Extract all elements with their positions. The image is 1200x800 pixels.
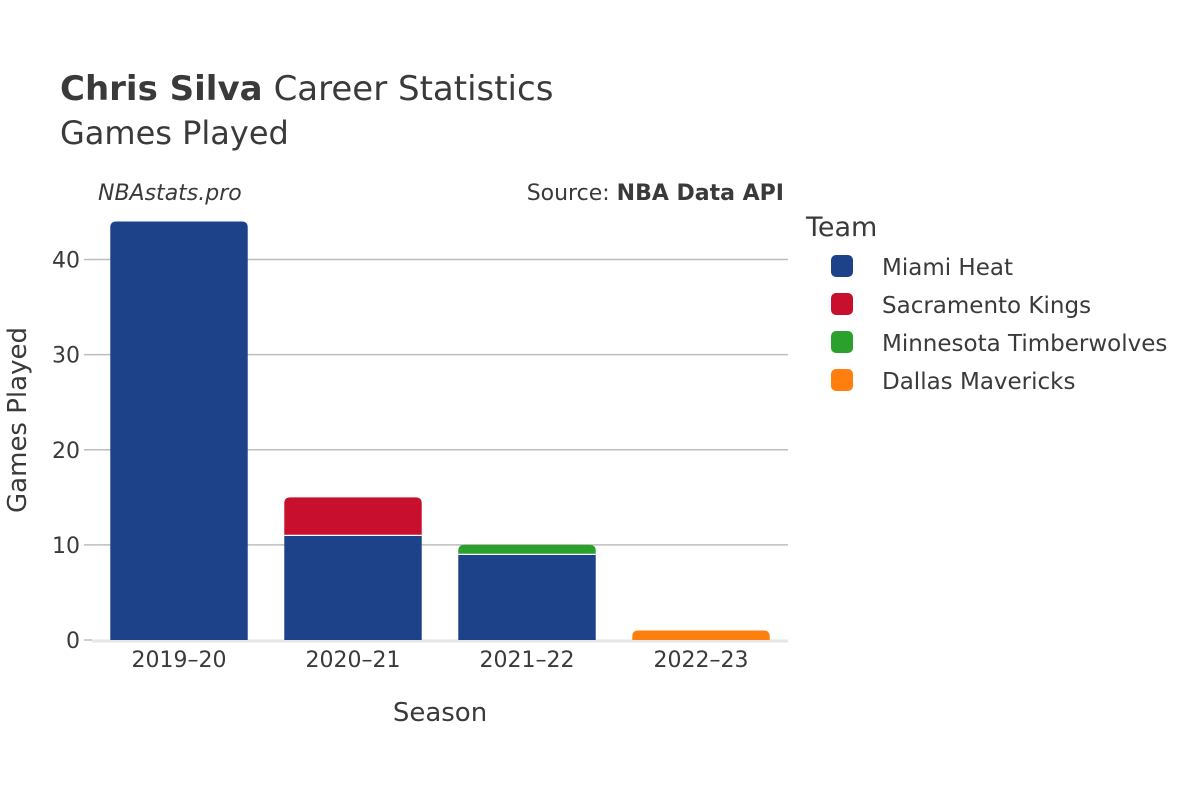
legend: Miami Heat Sacramento Kings Minnesota Timb… bbox=[831, 255, 1167, 395]
title-rest: Career Statistics bbox=[274, 69, 554, 109]
legend-swatch bbox=[831, 331, 853, 353]
bars bbox=[110, 221, 770, 640]
bar-miami-heat bbox=[458, 554, 596, 640]
legend-label: Miami Heat bbox=[882, 255, 1013, 281]
source-prefix: Source: bbox=[527, 181, 617, 206]
bar-sacramento-kings bbox=[284, 497, 422, 536]
bar-minnesota-timberwolves bbox=[458, 544, 596, 555]
y-tick-label: 10 bbox=[52, 534, 80, 559]
y-axis: 0 10 20 30 40 bbox=[52, 249, 92, 654]
x-axis: 2019–20 2020–21 2021–22 2022–23 bbox=[132, 648, 749, 673]
bar-miami-heat bbox=[110, 221, 248, 640]
legend-swatch bbox=[831, 293, 853, 315]
legend-swatch bbox=[831, 369, 853, 391]
x-tick-label: 2020–21 bbox=[306, 648, 401, 673]
source-label: Source: NBA Data API bbox=[527, 181, 784, 206]
legend-label: Minnesota Timberwolves bbox=[882, 331, 1167, 357]
x-tick-label: 2022–23 bbox=[654, 648, 749, 673]
watermark: NBAstats.pro bbox=[98, 181, 242, 206]
bar-dallas-mavericks bbox=[632, 630, 770, 640]
y-tick-label: 0 bbox=[66, 629, 80, 654]
chart-title: Chris Silva Career Statistics bbox=[60, 69, 553, 109]
x-axis-title: Season bbox=[393, 698, 487, 728]
x-tick-label: 2019–20 bbox=[132, 648, 227, 673]
source-name: NBA Data API bbox=[617, 181, 784, 206]
y-tick-label: 30 bbox=[52, 344, 80, 369]
legend-label: Sacramento Kings bbox=[882, 293, 1091, 319]
chart-subtitle: Games Played bbox=[60, 114, 289, 152]
bar-miami-heat bbox=[284, 535, 422, 640]
player-name: Chris Silva bbox=[60, 69, 263, 109]
y-axis-title: Games Played bbox=[3, 327, 33, 513]
y-tick-label: 40 bbox=[52, 249, 80, 274]
legend-title: Team bbox=[805, 212, 877, 243]
x-tick-label: 2021–22 bbox=[480, 648, 575, 673]
legend-label: Dallas Mavericks bbox=[882, 369, 1075, 395]
y-tick-label: 20 bbox=[52, 439, 80, 464]
legend-swatch bbox=[831, 255, 853, 277]
